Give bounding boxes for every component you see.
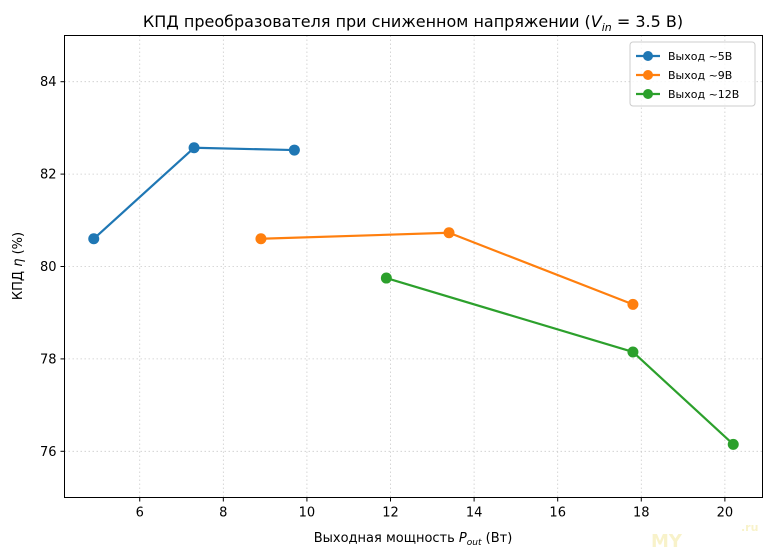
data-point (288, 144, 300, 156)
series-layer (88, 142, 739, 450)
grid (64, 35, 763, 498)
series-1 (88, 142, 300, 245)
data-point (255, 233, 267, 245)
legend-swatch-marker (643, 89, 653, 99)
legend-item: Выход ~9В (636, 69, 732, 82)
legend-label: Выход ~12В (668, 88, 739, 101)
series-line (260, 231, 634, 306)
data-point (380, 272, 392, 284)
series-line (386, 276, 734, 446)
watermark-suffix: .ru (741, 521, 758, 534)
x-tick-label: 10 (299, 506, 316, 521)
legend-swatch-marker (643, 70, 653, 80)
series-3 (380, 272, 739, 450)
axis-ticks: 6 8 10 12 14 16 18 20 76 78 80 82 84 (40, 75, 733, 520)
x-tick-label: 18 (633, 506, 650, 521)
x-tick-label: 14 (466, 506, 483, 521)
data-point (188, 142, 200, 154)
y-tick-label: 78 (40, 352, 57, 367)
x-tick-label: 12 (382, 506, 399, 521)
chart-title: КПД преобразователя при сниженном напряж… (143, 12, 683, 34)
legend-item: Выход ~12В (636, 88, 739, 101)
legend: Выход ~5В Выход ~9В Выход ~12В (629, 41, 756, 107)
data-point (443, 227, 455, 239)
legend-items: Выход ~5В Выход ~9В Выход ~12В (636, 50, 739, 101)
legend-label: Выход ~5В (668, 50, 732, 63)
data-point (88, 233, 100, 245)
y-axis-label: КПД η (%) (11, 232, 26, 300)
data-point (627, 298, 639, 310)
y-tick-label: 82 (40, 168, 57, 183)
legend-swatch-marker (643, 51, 653, 61)
data-point (627, 346, 639, 358)
x-tick-label: 6 (136, 506, 144, 521)
data-point (727, 438, 739, 450)
x-tick-label: 16 (549, 506, 566, 521)
y-tick-label: 76 (40, 445, 57, 460)
y-tick-label: 80 (40, 260, 57, 275)
series-2 (255, 227, 639, 310)
series-line (93, 146, 295, 240)
x-axis-label: Выходная мощность Pout (Вт) (314, 531, 513, 548)
legend-box (629, 41, 756, 107)
legend-item: Выход ~5В (636, 50, 732, 63)
watermark: MY (651, 531, 683, 552)
legend-label: Выход ~9В (668, 69, 732, 82)
x-tick-label: 20 (717, 506, 734, 521)
y-tick-label: 84 (40, 75, 57, 90)
x-tick-label: 8 (219, 506, 227, 521)
